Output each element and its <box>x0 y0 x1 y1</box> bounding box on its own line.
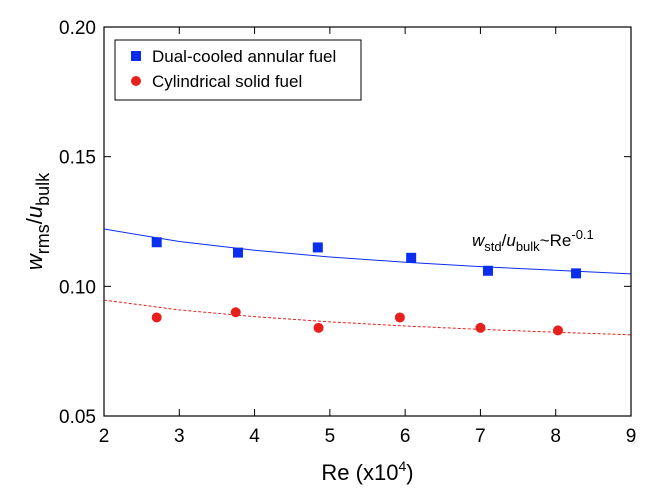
data-point <box>482 265 493 276</box>
data-point <box>230 307 241 318</box>
data-point <box>571 268 582 279</box>
data-point <box>151 312 162 323</box>
y-label-part: u <box>22 206 47 218</box>
annotation-part: bulk <box>516 239 540 254</box>
y-tick-label: 0.05 <box>59 407 96 428</box>
x-tick-label: 9 <box>626 426 637 447</box>
legend-label: Cylindrical solid fuel <box>152 72 302 91</box>
x-axis-label: Re (x104) <box>321 458 413 485</box>
y-axis-label: wrms/ubulk <box>22 172 53 270</box>
annotation-part: -0.1 <box>571 227 593 242</box>
x-tick-label: 4 <box>249 426 260 447</box>
annotation: wstd/ubulk~Re-0.1 <box>472 227 594 254</box>
x-tick-label: 2 <box>99 426 110 447</box>
y-tick-label: 0.20 <box>59 18 96 39</box>
x-tick-label: 8 <box>550 426 561 447</box>
y-tick-label: 0.15 <box>59 148 96 169</box>
x-label-part: Re (x10 <box>321 460 398 485</box>
data-point <box>233 247 244 258</box>
annotation-part: ~Re <box>540 231 572 250</box>
fit-line <box>103 228 632 275</box>
data-point <box>394 312 405 323</box>
legend-marker <box>131 76 141 86</box>
annotation-part: / <box>502 231 507 250</box>
annotation-part: w <box>472 231 486 250</box>
x-label-sup: 4 <box>398 458 406 474</box>
fit-line <box>103 299 632 336</box>
legend-label: Dual-cooled annular fuel <box>152 47 336 66</box>
legend-marker <box>131 51 141 61</box>
data-point <box>151 237 162 248</box>
data-point <box>313 322 324 333</box>
y-label-part: rms <box>33 224 53 254</box>
x-tick-label: 5 <box>325 426 336 447</box>
annotation-part: std <box>484 239 501 254</box>
data-point <box>475 322 486 333</box>
x-tick-label: 7 <box>475 426 486 447</box>
data-point <box>406 252 417 263</box>
data-point <box>312 242 323 253</box>
data-point <box>552 325 563 336</box>
x-label-part: ) <box>406 460 413 485</box>
y-label-part: bulk <box>33 172 53 206</box>
x-tick-label: 3 <box>174 426 185 447</box>
y-tick-label: 0.10 <box>59 277 96 298</box>
annotation-part: u <box>506 231 516 250</box>
plot-frame <box>103 26 632 417</box>
x-tick-label: 6 <box>400 426 411 447</box>
y-label-part: w <box>22 252 47 270</box>
legend-box <box>114 39 362 101</box>
y-label-part: / <box>22 217 47 224</box>
